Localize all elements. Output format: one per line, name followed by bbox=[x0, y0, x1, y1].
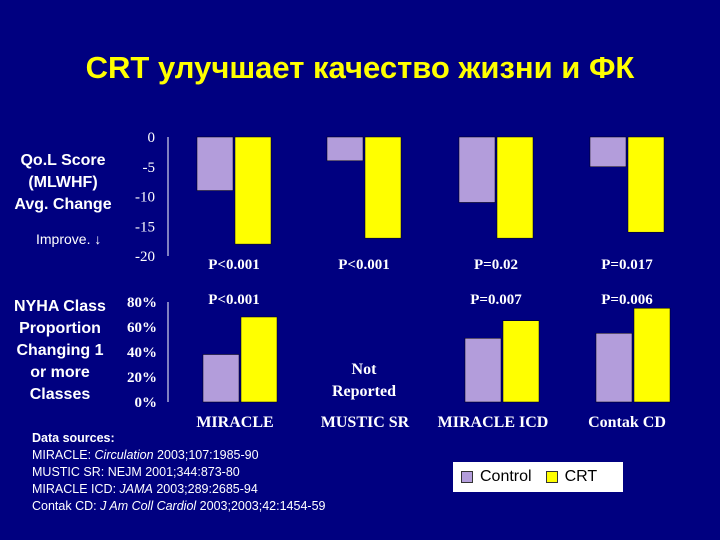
control-swatch bbox=[461, 471, 473, 483]
nyha-y-tick-label: 20% bbox=[127, 370, 157, 386]
qol-p-value: P<0.001 bbox=[338, 257, 389, 273]
nyha-label-line: Changing 1 bbox=[16, 342, 104, 359]
qol-bar-control bbox=[326, 136, 364, 162]
nyha-label-line: Proportion bbox=[19, 320, 101, 337]
nyha-y-tick-label: 60% bbox=[127, 320, 157, 336]
qol-bar-crt bbox=[234, 136, 272, 245]
nyha-y-tick-label: 0% bbox=[135, 395, 158, 411]
nyha-bar-crt bbox=[633, 308, 671, 403]
source-line: Contak CD: J Am Coll Cardiol 2003;2003;4… bbox=[32, 499, 326, 513]
qol-y-tick-label: -5 bbox=[143, 160, 156, 176]
nyha-bar-control bbox=[202, 354, 240, 403]
qol-bar-control bbox=[458, 136, 496, 203]
source-line: MUSTIC SR: NEJM 2001;344:873-80 bbox=[32, 465, 240, 479]
nyha-bar-control bbox=[464, 338, 502, 403]
not-reported-note: Not bbox=[352, 361, 378, 378]
qol-y-tick-label: -20 bbox=[135, 249, 155, 265]
nyha-label-line: or more bbox=[30, 364, 90, 381]
source-line: MIRACLE ICD: JAMA 2003;289:2685-94 bbox=[32, 482, 258, 496]
qol-label-line: Avg. Change bbox=[14, 196, 112, 213]
nyha-bar-control bbox=[595, 333, 633, 403]
legend: Control CRT bbox=[453, 462, 623, 492]
nyha-axis-label: NYHA Class Proportion Changing 1 or more… bbox=[4, 296, 116, 406]
qol-y-tick-label: -15 bbox=[135, 219, 155, 235]
not-reported-note: Reported bbox=[332, 383, 396, 400]
qol-bar-crt bbox=[496, 136, 534, 239]
legend-crt: CRT bbox=[564, 468, 598, 485]
qol-y-tick-label: -10 bbox=[135, 190, 155, 206]
qol-p-value: P<0.001 bbox=[208, 257, 259, 273]
data-sources: Data sources: MIRACLE: Circulation 2003;… bbox=[32, 430, 325, 515]
nyha-p-value: P=0.007 bbox=[470, 292, 522, 308]
nyha-bar-crt bbox=[240, 316, 278, 403]
nyha-label-line: NYHA Class bbox=[14, 298, 106, 315]
qol-label-line: Qo.L Score bbox=[20, 152, 106, 169]
source-line: MIRACLE: Circulation 2003;107:1985-90 bbox=[32, 448, 259, 462]
nyha-label-line: Classes bbox=[29, 386, 91, 403]
nyha-y-tick-label: 80% bbox=[127, 295, 157, 311]
nyha-y-tick-label: 40% bbox=[127, 345, 157, 361]
crt-swatch bbox=[545, 471, 558, 483]
nyha-bar-crt bbox=[502, 320, 540, 403]
qol-p-value: P=0.017 bbox=[601, 257, 653, 273]
category-label: MIRACLE ICD bbox=[438, 414, 549, 431]
category-label: MIRACLE bbox=[196, 414, 273, 431]
sources-heading: Data sources: bbox=[32, 431, 115, 445]
qol-bar-control bbox=[589, 136, 627, 167]
nyha-p-value: P<0.001 bbox=[208, 292, 259, 308]
qol-y-tick-label: 0 bbox=[148, 130, 156, 146]
legend-control: Control bbox=[480, 468, 532, 485]
qol-bar-crt bbox=[627, 136, 665, 233]
qol-axis-label: Qo.L Score (MLWHF) Avg. Change bbox=[4, 150, 122, 216]
category-label: MUSTIC SR bbox=[321, 414, 410, 431]
page-title: CRT улучшает качество жизни и ФК bbox=[85, 50, 635, 85]
qol-bar-control bbox=[196, 136, 234, 191]
category-label: Contak CD bbox=[588, 414, 666, 431]
nyha-p-value: P=0.006 bbox=[601, 292, 653, 308]
qol-label-line: (MLWHF) bbox=[28, 174, 98, 191]
qol-p-value: P=0.02 bbox=[474, 257, 518, 273]
qol-bar-crt bbox=[364, 136, 402, 239]
improve-label: Improve. ↓ bbox=[36, 231, 102, 247]
